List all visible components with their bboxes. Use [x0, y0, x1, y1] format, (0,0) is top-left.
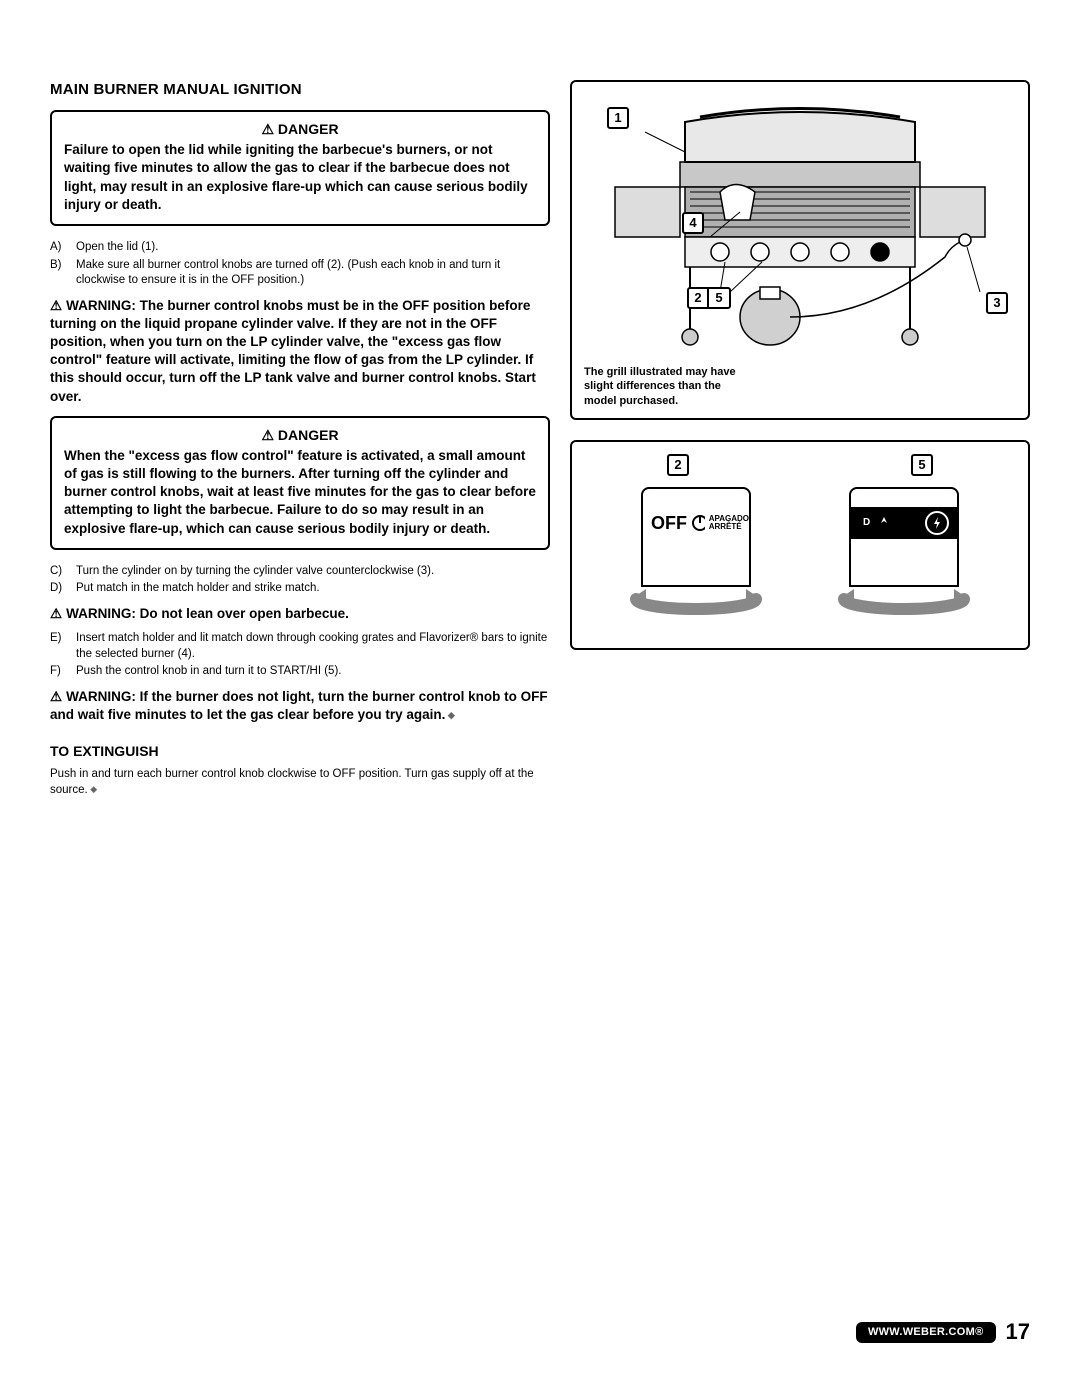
warning-icon: [50, 689, 66, 704]
step-b: B)Make sure all burner control knobs are…: [50, 258, 550, 289]
callout-2-5: 25: [687, 287, 731, 309]
footer-url: WWW.WEBER.COM®: [856, 1322, 996, 1343]
diamond-icon: [445, 707, 454, 722]
figure-knobs: 2 5 OFF APAGADO ARRÊTÉ: [570, 440, 1030, 650]
right-column: 1 4 25 3 The grill illustrated may have …: [570, 80, 1030, 798]
danger-box-1: DANGER Failure to open the lid while ign…: [50, 110, 550, 226]
callout-4: 4: [682, 212, 704, 234]
warning-icon: [50, 298, 66, 313]
step-a: A)Open the lid (1).: [50, 240, 550, 256]
knob-ignite: D: [824, 487, 984, 637]
off-label: OFF: [651, 511, 687, 535]
danger-box-2: DANGER When the "excess gas flow control…: [50, 416, 550, 550]
diamond-icon: [88, 784, 97, 796]
ignition-bolt-icon: [925, 511, 949, 535]
steps-ef: E)Insert match holder and lit match down…: [50, 631, 550, 680]
warning-icon: [50, 606, 66, 621]
danger-heading-2: DANGER: [64, 426, 536, 445]
page-title: MAIN BURNER MANUAL IGNITION: [50, 80, 550, 100]
knob-row: OFF APAGADO ARRÊTÉ: [582, 452, 1018, 652]
extinguish-text: Push in and turn each burner control kno…: [50, 767, 550, 798]
warning-3: WARNING: If the burner does not light, t…: [50, 688, 550, 724]
callout-1: 1: [607, 107, 629, 129]
step-c: C)Turn the cylinder on by turning the cy…: [50, 564, 550, 580]
page-root: MAIN BURNER MANUAL IGNITION DANGER Failu…: [0, 0, 1080, 848]
callout-3: 3: [986, 292, 1008, 314]
flame-icon: [876, 515, 892, 531]
danger-text-2: When the "excess gas flow control" featu…: [64, 447, 536, 538]
knob-off: OFF APAGADO ARRÊTÉ: [616, 487, 776, 637]
steps-cd: C)Turn the cylinder on by turning the cy…: [50, 564, 550, 597]
step-d: D)Put match in the match holder and stri…: [50, 581, 550, 597]
figure-caption: The grill illustrated may have slight di…: [584, 365, 754, 408]
warning-1: WARNING: The burner control knobs must b…: [50, 297, 550, 406]
warning-2: WARNING: Do not lean over open barbecue.: [50, 605, 550, 623]
step-f: F)Push the control knob in and turn it t…: [50, 664, 550, 680]
danger-text-1: Failure to open the lid while igniting t…: [64, 141, 536, 214]
knob-pointer-icon: [691, 514, 705, 532]
step-e: E)Insert match holder and lit match down…: [50, 631, 550, 662]
extinguish-heading: TO EXTINGUISH: [50, 742, 550, 761]
left-column: MAIN BURNER MANUAL IGNITION DANGER Failu…: [50, 80, 550, 798]
figure-grill: 1 4 25 3 The grill illustrated may have …: [570, 80, 1030, 420]
grill-illustration: [590, 92, 1010, 352]
page-footer: WWW.WEBER.COM® 17: [856, 1317, 1030, 1347]
steps-ab: A)Open the lid (1). B)Make sure all burn…: [50, 240, 550, 289]
page-number: 17: [1006, 1317, 1030, 1347]
danger-heading-1: DANGER: [64, 120, 536, 139]
